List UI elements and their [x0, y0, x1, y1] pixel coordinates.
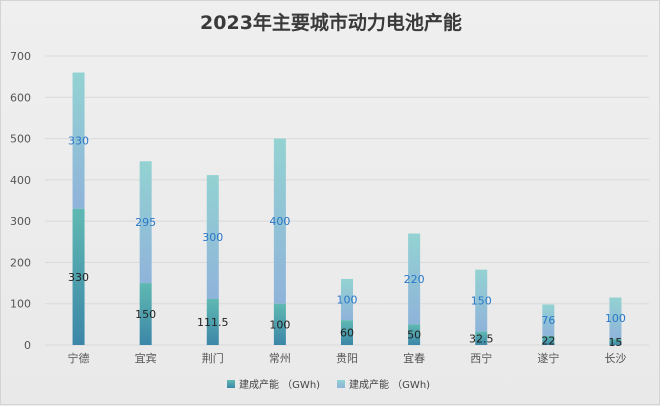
x-tick-label: 遂宁 [537, 351, 559, 365]
x-axis: 宁德 宜宾 荆门 常州 贵阳 宜春 西宁 遂宁 长沙 [68, 351, 627, 365]
data-label-built: 32.5 [469, 332, 494, 345]
bar-planned-2 [206, 175, 219, 299]
y-tick-label: 300 [10, 215, 31, 228]
data-label-built: 111.5 [197, 316, 229, 329]
y-tick-label: 0 [24, 339, 31, 352]
y-tick-label: 600 [10, 91, 31, 104]
bar-built-3 [273, 303, 286, 345]
bar-built-1 [139, 283, 152, 345]
bar-planned-5 [408, 233, 421, 325]
data-label-built: 50 [407, 329, 421, 342]
x-tick-label: 宜宾 [135, 351, 157, 365]
data-label-built: 100 [269, 318, 290, 331]
bar-built-4 [341, 320, 353, 345]
x-tick-label: 宁德 [68, 351, 90, 365]
x-tick-label: 贵阳 [336, 352, 358, 365]
bar-built-8 [609, 338, 622, 345]
y-axis: 0 100 200 300 400 500 600 700 [10, 50, 31, 352]
chart-title: 2023年主要城市动力电池产能 [200, 11, 462, 34]
bar-planned-3 [273, 138, 286, 304]
y-tick-label: 100 [10, 298, 31, 311]
data-label-built: 15 [608, 336, 622, 349]
legend-label: 建成产能 （GWh) [349, 378, 430, 391]
x-tick-label: 西宁 [470, 351, 492, 365]
data-label-planned: 400 [269, 215, 290, 228]
bars [72, 72, 622, 345]
data-label-planned: 76 [541, 314, 555, 327]
y-tick-label: 500 [10, 133, 31, 146]
data-label-planned: 150 [471, 295, 492, 308]
bar-built-6 [475, 331, 488, 345]
bar-built-2 [206, 298, 219, 345]
data-labels: 330 330 150 295 111.5 300 100 400 60 100 50 220 32.5… [68, 135, 626, 349]
bar-built-0 [72, 208, 85, 345]
bar-planned-4 [341, 278, 353, 321]
bar-planned-0 [72, 72, 85, 209]
data-label-planned: 330 [68, 135, 89, 148]
x-tick-label: 宜春 [403, 351, 425, 365]
legend: 建成产能 （GWh) 建成产能 （GWh) [227, 378, 430, 391]
data-label-planned: 100 [605, 312, 626, 325]
bar-planned-1 [139, 161, 152, 284]
data-label-planned: 300 [202, 231, 223, 244]
data-label-planned: 100 [337, 294, 358, 307]
bar-built-7 [542, 335, 555, 345]
legend-label: 建成产能 （GWh) [239, 378, 320, 391]
data-label-built: 60 [340, 327, 354, 340]
bar-planned-7 [542, 304, 555, 336]
data-label-built: 150 [135, 308, 156, 321]
y-tick-label: 200 [10, 256, 31, 269]
bar-planned-8 [609, 297, 622, 339]
x-tick-label: 荆门 [202, 351, 224, 365]
legend-swatch [227, 380, 235, 388]
y-tick-label: 700 [10, 50, 31, 63]
data-label-built: 330 [68, 271, 89, 284]
legend-swatch [337, 380, 345, 388]
data-label-planned: 295 [135, 216, 156, 229]
data-label-built: 22 [541, 334, 555, 347]
y-tick-label: 400 [10, 174, 31, 187]
bar-planned-6 [475, 269, 488, 332]
x-tick-label: 长沙 [604, 352, 626, 365]
data-label-planned: 220 [404, 273, 425, 286]
x-tick-label: 常州 [269, 352, 291, 365]
bar-built-5 [408, 324, 421, 345]
